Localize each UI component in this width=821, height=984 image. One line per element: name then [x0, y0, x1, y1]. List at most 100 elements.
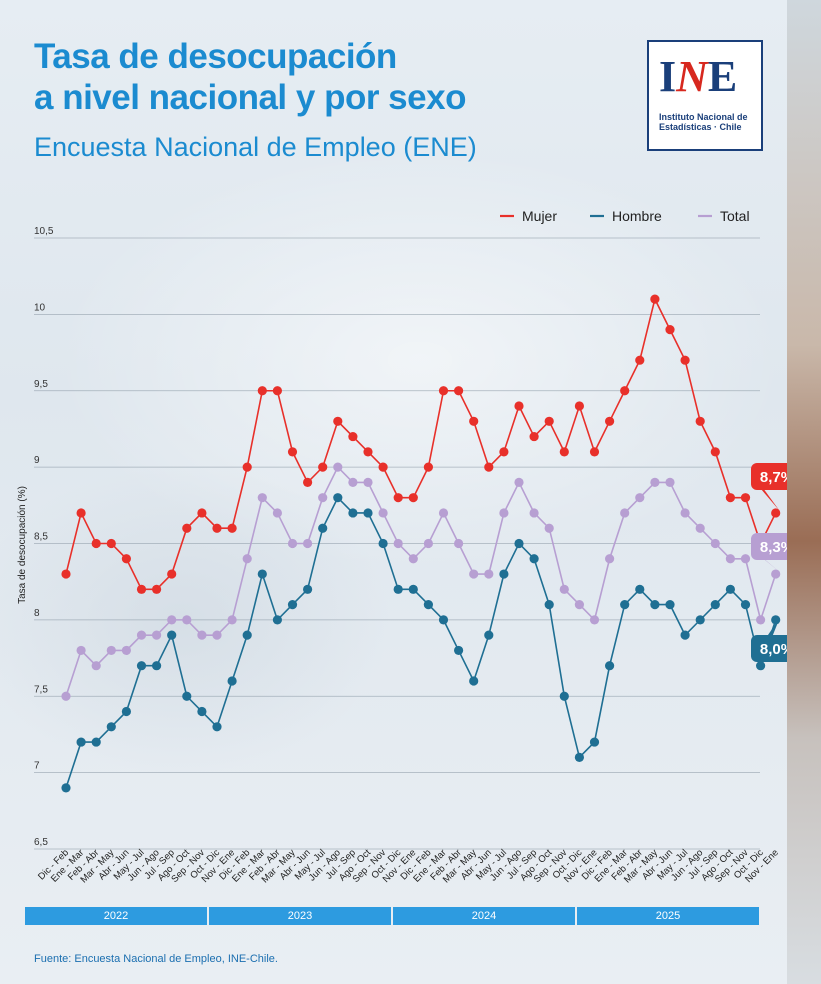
data-point-total	[454, 538, 464, 549]
data-point-total	[257, 493, 267, 503]
data-point-mujer	[272, 386, 282, 396]
data-point-total	[333, 462, 343, 472]
data-point-hombre	[76, 737, 86, 747]
data-point-total	[182, 615, 192, 625]
page-title: Tasa de desocupación a nivel nacional y …	[34, 36, 466, 118]
data-point-mujer	[121, 554, 131, 564]
data-point-hombre	[771, 615, 781, 625]
data-point-hombre	[197, 706, 207, 717]
data-point-hombre	[121, 706, 131, 717]
data-point-mujer	[348, 431, 358, 442]
legend-label-mujer: Mujer	[522, 208, 557, 224]
data-point-mujer	[287, 447, 298, 457]
data-point-hombre	[635, 584, 645, 594]
legend-label-hombre: Hombre	[612, 208, 662, 224]
data-point-hombre	[756, 661, 766, 671]
data-point-mujer	[378, 462, 388, 472]
data-point-mujer	[710, 447, 720, 457]
end-label-hombre: 8,0%	[760, 641, 787, 658]
series-line-hombre	[65, 496, 777, 789]
end-label-mujer: 8,7%	[760, 469, 787, 486]
logo-text-line-1: Instituto Nacional de	[659, 112, 748, 122]
data-point-mujer	[680, 355, 690, 365]
data-point-mujer	[740, 493, 751, 503]
data-point-total	[242, 554, 252, 564]
data-point-total	[121, 645, 131, 656]
data-point-total	[680, 508, 690, 518]
data-point-total	[393, 538, 403, 549]
data-point-mujer	[212, 523, 222, 533]
page-subtitle: Encuesta Nacional de Empleo (ENE)	[34, 132, 477, 162]
data-point-hombre	[136, 661, 147, 671]
data-point-hombre	[710, 600, 720, 610]
data-point-mujer	[589, 447, 600, 457]
data-point-total	[725, 554, 736, 564]
data-point-hombre	[303, 584, 313, 594]
data-point-mujer	[91, 538, 101, 549]
data-point-hombre	[559, 691, 569, 701]
data-point-mujer	[454, 386, 464, 396]
data-point-hombre	[665, 600, 675, 610]
data-point-mujer	[665, 325, 675, 335]
data-point-hombre	[272, 615, 282, 625]
data-point-mujer	[61, 569, 71, 579]
unemployment-line-chart: 6,5 7 7,5 8 8,5 9 9,5 10 10,5 Tasa de desocupació…	[17, 208, 787, 885]
data-point-mujer	[695, 416, 705, 426]
data-point-mujer	[303, 477, 313, 487]
data-point-mujer	[574, 401, 585, 411]
data-point-total	[665, 477, 675, 487]
ine-logo: INE Instituto Nacional de Estadísticas ·…	[647, 40, 763, 151]
data-point-mujer	[182, 523, 192, 533]
side-photo-strip	[787, 0, 821, 984]
data-point-mujer	[620, 386, 630, 396]
data-point-mujer	[544, 416, 554, 426]
data-point-total	[514, 477, 524, 487]
title-line-2: a nivel nacional y por sexo	[34, 78, 466, 117]
data-point-mujer	[197, 508, 207, 518]
logo-letter-i: I	[659, 52, 677, 101]
data-point-hombre	[167, 630, 177, 640]
data-point-hombre	[423, 600, 433, 610]
data-point-mujer	[514, 401, 524, 411]
data-point-total	[318, 493, 328, 503]
data-point-total	[363, 477, 373, 487]
data-point-hombre	[227, 676, 237, 686]
data-point-hombre	[318, 523, 328, 533]
y-tick-label: 10,5	[34, 226, 54, 237]
data-point-total	[136, 630, 147, 640]
end-label-pointer-mujer	[755, 482, 780, 511]
data-point-mujer	[725, 493, 736, 503]
title-line-1: Tasa de desocupación	[34, 37, 397, 76]
data-point-mujer	[650, 294, 660, 304]
data-point-hombre	[106, 722, 116, 732]
data-point-total	[423, 538, 433, 549]
end-label-bg-total	[751, 533, 787, 560]
data-point-total	[771, 569, 781, 579]
legend-label-total: Total	[720, 208, 750, 224]
logo-text-line-2: Estadísticas · Chile	[659, 122, 742, 132]
data-point-mujer	[318, 462, 328, 472]
data-point-mujer	[423, 462, 433, 472]
data-point-hombre	[529, 554, 539, 564]
data-point-hombre	[242, 630, 252, 640]
data-point-total	[620, 508, 630, 518]
data-point-total	[605, 554, 615, 564]
data-point-mujer	[106, 538, 116, 549]
data-point-hombre	[61, 783, 71, 793]
y-tick-label: 8,5	[34, 532, 48, 543]
data-point-mujer	[438, 386, 449, 396]
data-point-total	[408, 554, 418, 564]
data-point-total	[76, 645, 86, 656]
data-point-mujer	[136, 584, 147, 594]
data-point-mujer	[76, 508, 86, 518]
data-point-mujer	[408, 493, 418, 503]
data-point-hombre	[454, 645, 464, 656]
data-point-mujer	[469, 416, 479, 426]
data-point-total	[574, 600, 585, 610]
data-point-total	[650, 477, 660, 487]
data-point-total	[197, 630, 207, 640]
data-point-total	[152, 630, 162, 640]
year-bar-2023: 2023	[209, 907, 391, 925]
data-point-hombre	[333, 493, 343, 503]
year-bar-2025: 2025	[577, 907, 759, 925]
